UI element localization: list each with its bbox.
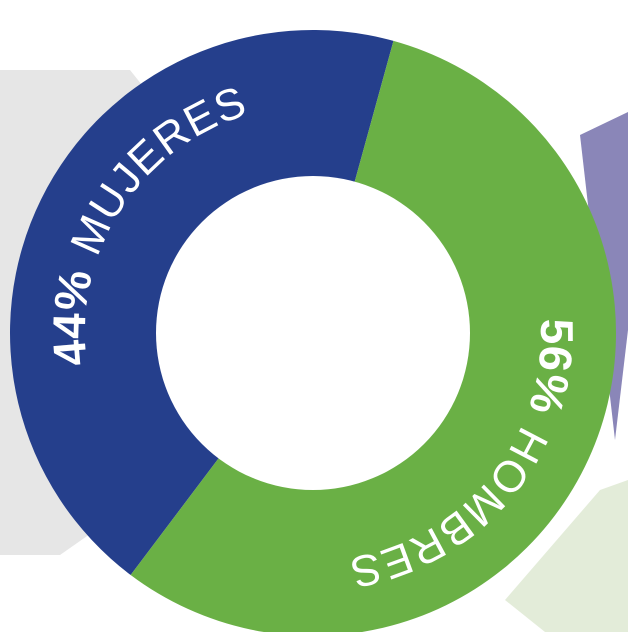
pale-green-decor-shape: [505, 480, 628, 632]
mujeres-percent: 44%: [43, 266, 102, 368]
donut-hole: [156, 176, 470, 490]
